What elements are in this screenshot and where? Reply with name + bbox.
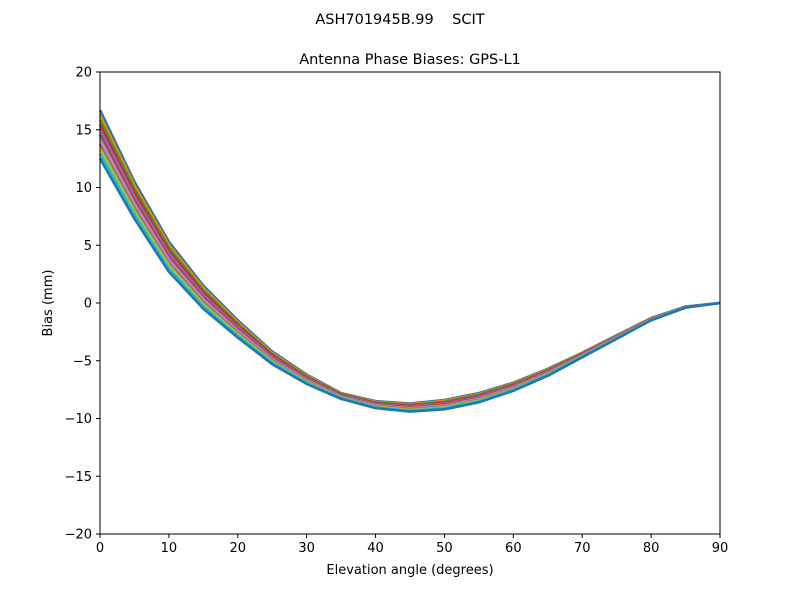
y-tick-label: 5	[84, 239, 92, 254]
x-tick-label: 50	[436, 541, 453, 556]
y-tick-label: −20	[65, 528, 92, 543]
x-tick-label: 40	[367, 541, 384, 556]
x-tick-label: 20	[230, 541, 247, 556]
series-line-3	[98, 119, 721, 407]
series-line-2	[98, 114, 721, 406]
x-tick-label: 70	[574, 541, 591, 556]
x-tick-label: 90	[712, 541, 729, 556]
plot-frame	[99, 71, 721, 535]
series-line-5	[98, 128, 721, 409]
chart-title: Antenna Phase Biases: GPS-L1	[299, 52, 521, 68]
y-tick-label: 15	[75, 123, 92, 138]
x-tick-label: 80	[643, 541, 660, 556]
x-tick-label: 0	[96, 541, 104, 556]
y-tick-label: −5	[73, 354, 92, 369]
y-tick-label: −10	[65, 412, 92, 427]
y-tick-label: −15	[65, 470, 92, 485]
x-tick-label: 30	[298, 541, 315, 556]
series-line-11	[98, 157, 721, 413]
x-tick-label: 10	[161, 541, 178, 556]
series-lines	[98, 109, 721, 413]
chart-suptitle: ASH701945B.99 SCIT	[315, 12, 484, 28]
x-tick-label: 60	[505, 541, 522, 556]
y-tick-label: 0	[84, 297, 92, 312]
x-axis-label: Elevation angle (degrees)	[326, 563, 493, 578]
x-axis-ticks: 0 10 20 30 40 50 60 70 80 90	[96, 534, 728, 556]
y-axis-label: Bias (mm)	[41, 270, 56, 337]
series-line-1	[98, 109, 721, 405]
y-axis-ticks: −20 −15 −10 −5 0 5 10 15 20	[65, 66, 100, 543]
series-line-4	[98, 124, 721, 408]
y-tick-label: 10	[75, 181, 92, 196]
y-tick-label: 20	[75, 66, 92, 81]
